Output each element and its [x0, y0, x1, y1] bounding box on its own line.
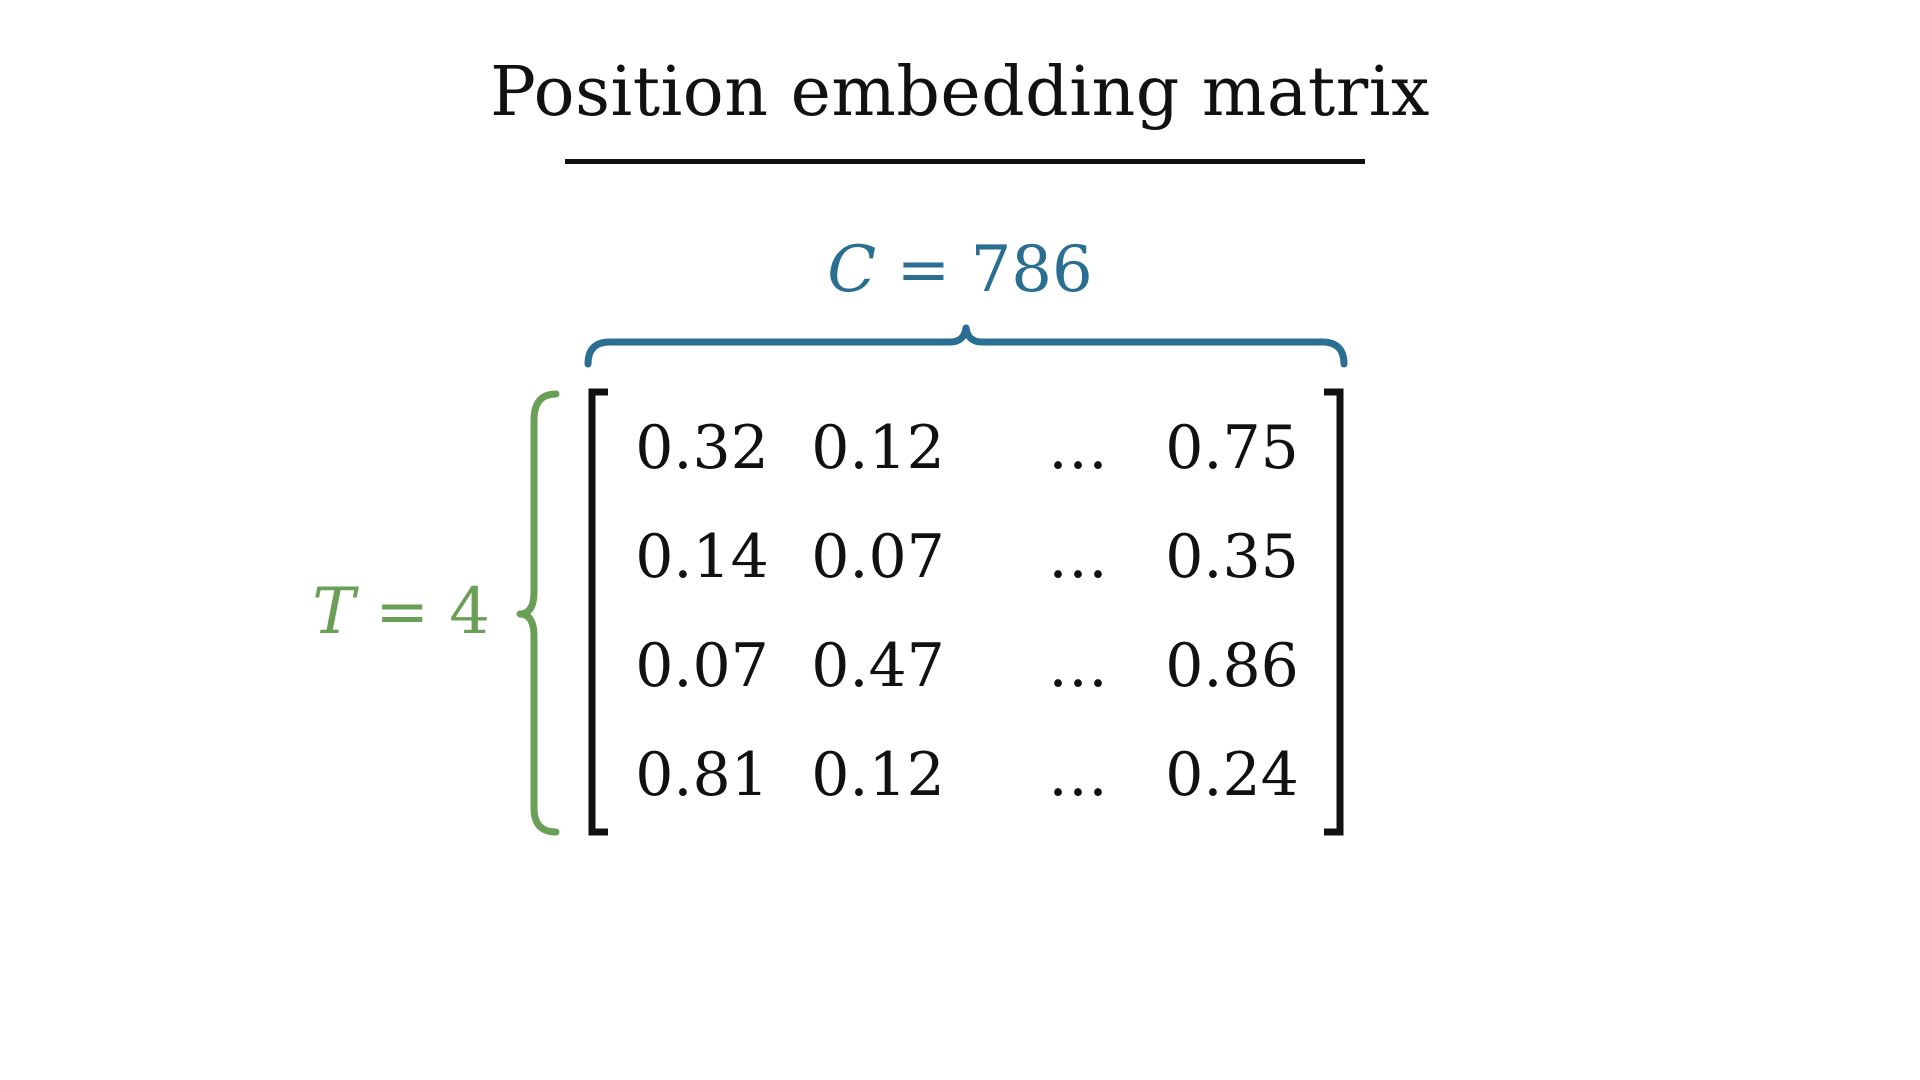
matrix-ellipsis: … [1048, 740, 1108, 810]
matrix-cell: 0.47 [811, 631, 945, 701]
matrix-cell: 0.75 [1165, 413, 1299, 483]
diagram-title: Position embedding matrix [490, 53, 1430, 132]
column-dimension-label: C = 786 [0, 228, 1920, 312]
column-dimension-symbol: C [827, 233, 877, 307]
matrix-cell: 0.12 [811, 413, 945, 483]
column-curly-brace [584, 324, 1348, 368]
matrix-cell: 0.35 [1165, 522, 1299, 592]
matrix-cell: 0.32 [635, 413, 769, 483]
matrix-cell: 0.14 [635, 522, 769, 592]
matrix-ellipsis: … [1048, 522, 1108, 592]
matrix-cell: 0.81 [635, 740, 769, 810]
matrix-right-bracket [1324, 388, 1344, 836]
matrix-left-bracket [588, 388, 608, 836]
matrix-ellipsis: … [1048, 413, 1108, 483]
row-curly-brace [516, 390, 560, 836]
column-dimension-value: 786 [970, 233, 1093, 307]
row-dimension-label: T = 4 [290, 570, 490, 654]
column-dimension-equals: = [896, 233, 951, 307]
matrix-cell: 0.12 [811, 740, 945, 810]
title-underline [565, 159, 1365, 164]
row-dimension-symbol: T [312, 575, 355, 649]
matrix-ellipsis: … [1048, 631, 1108, 701]
matrix-cell: 0.24 [1165, 740, 1299, 810]
row-dimension-value: 4 [449, 575, 490, 649]
matrix-cell: 0.07 [811, 522, 945, 592]
row-dimension-equals: = [375, 575, 429, 649]
matrix-cell: 0.07 [635, 631, 769, 701]
matrix-cell: 0.86 [1165, 631, 1299, 701]
